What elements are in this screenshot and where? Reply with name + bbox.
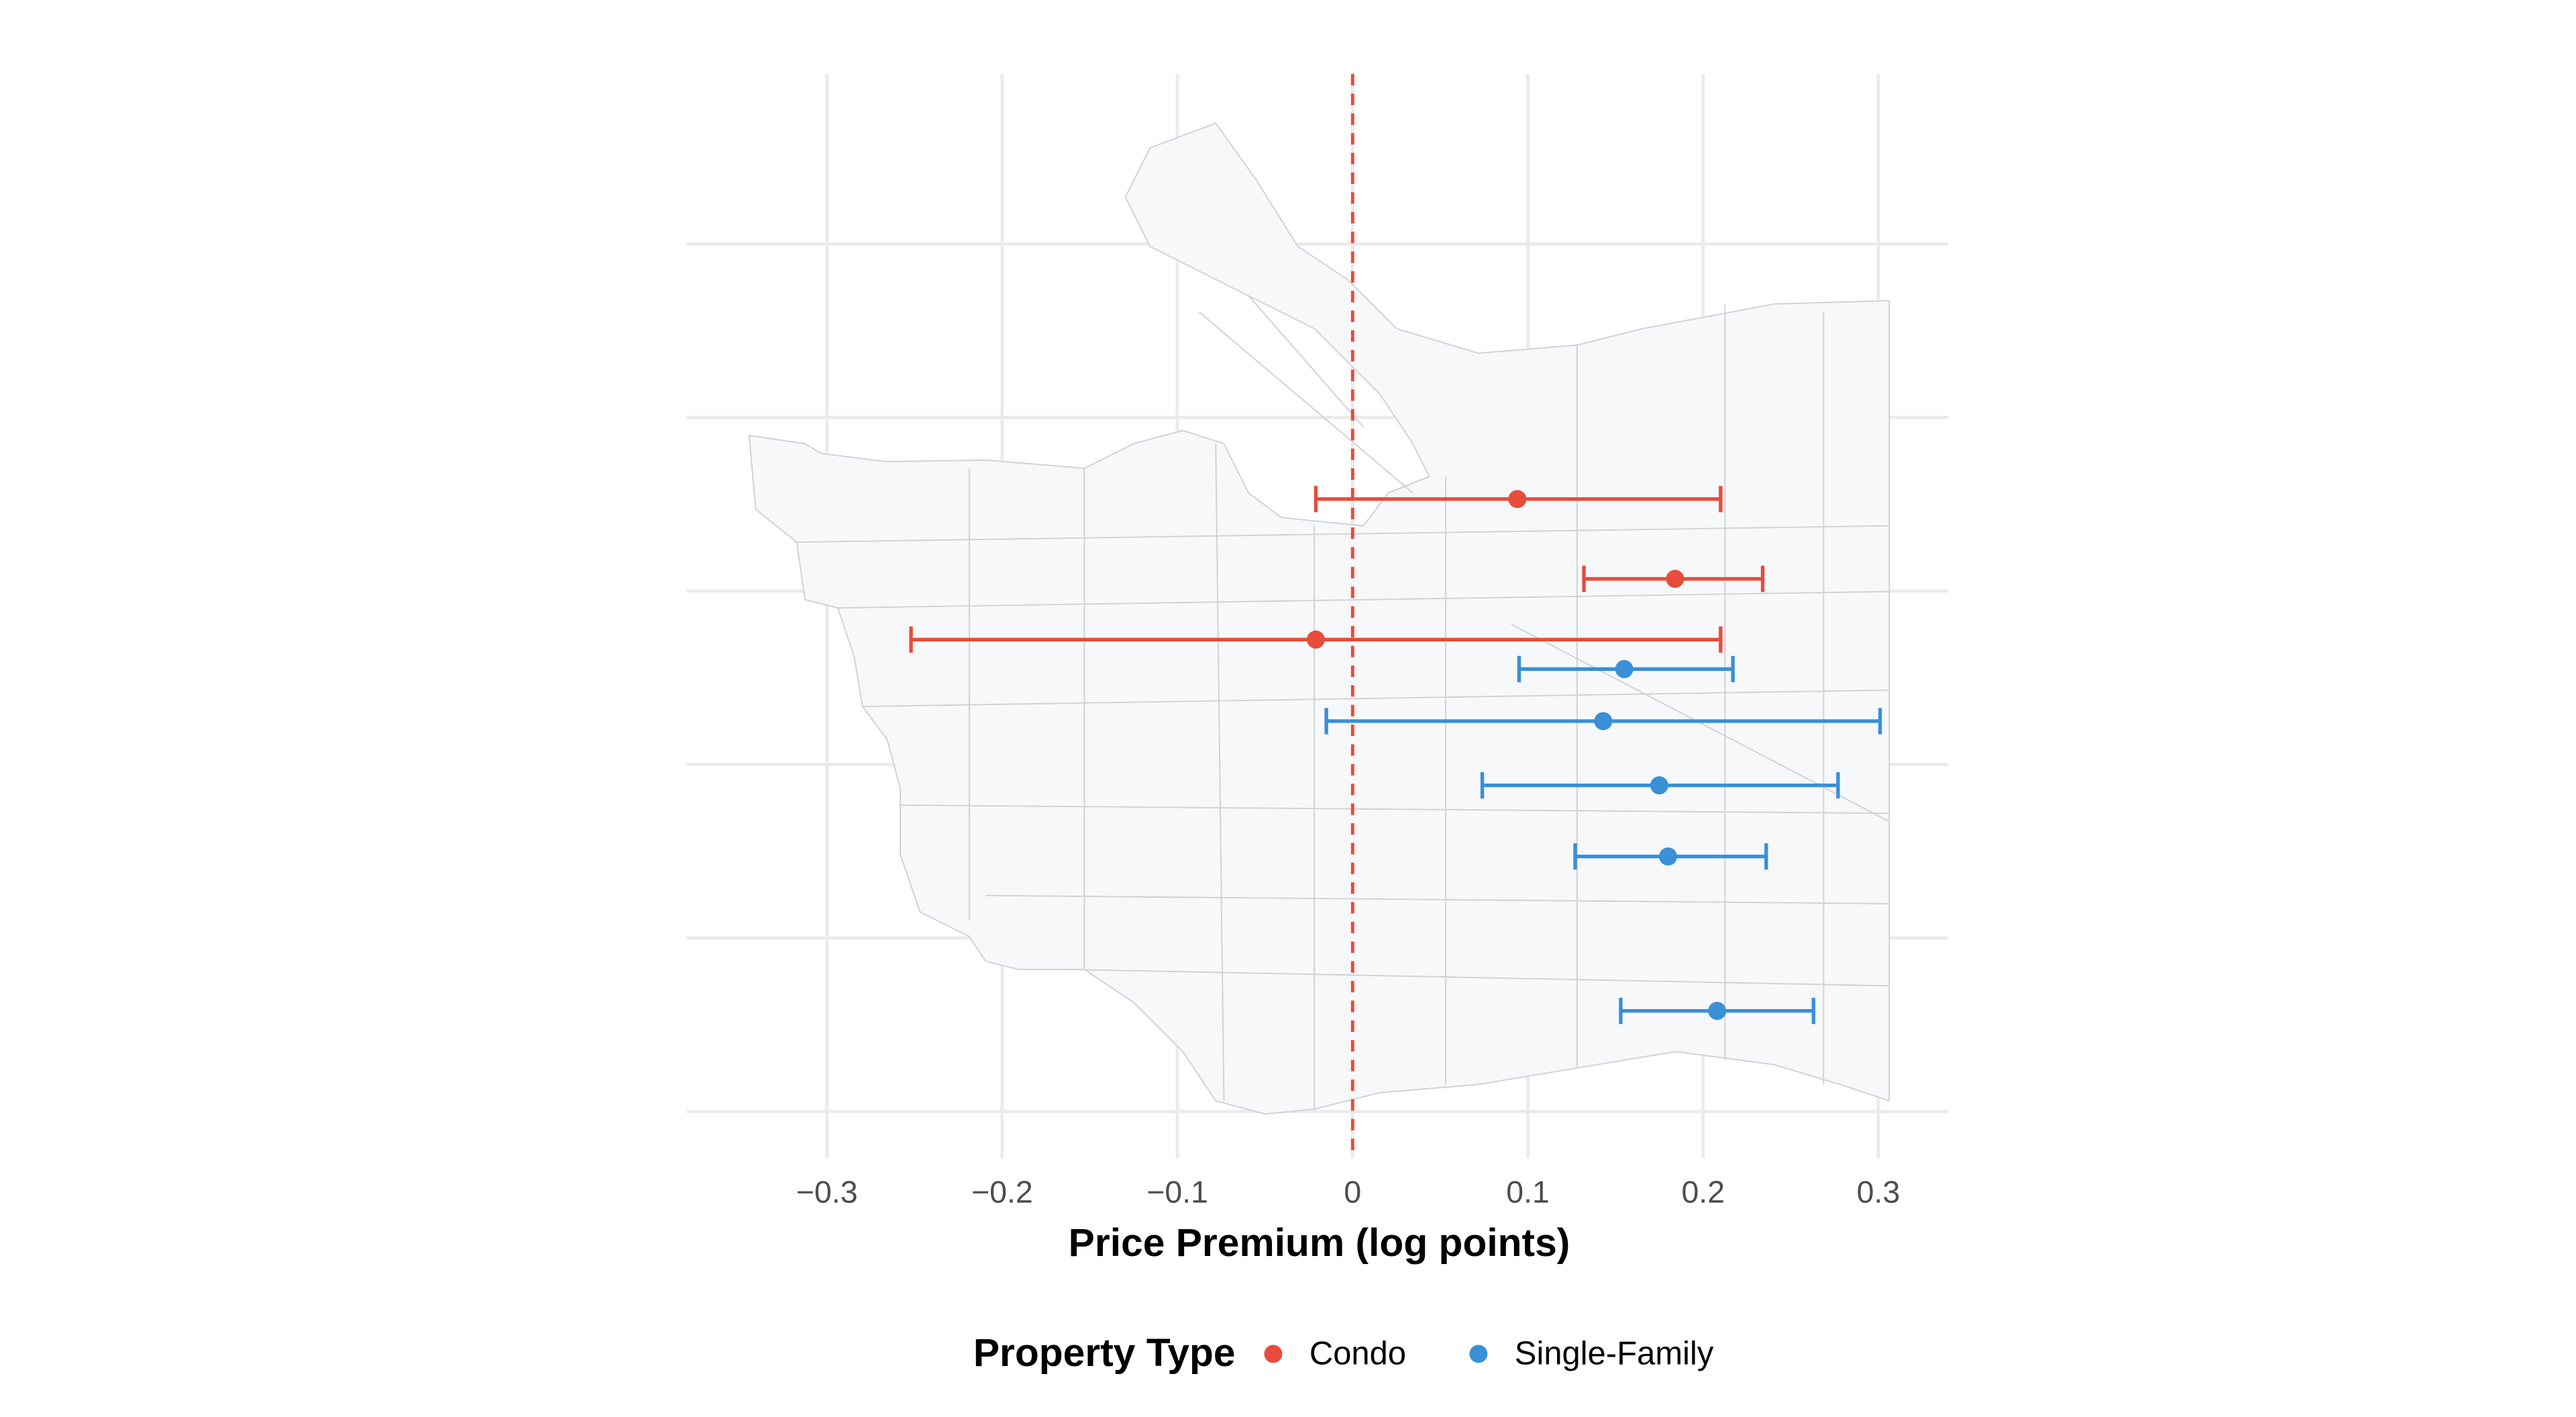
map-streets xyxy=(796,295,1890,1110)
legend-label: Single-Family xyxy=(1515,1335,1714,1371)
point xyxy=(1307,630,1325,649)
legend-swatch xyxy=(1469,1345,1488,1363)
x-tick-label: 0 xyxy=(1344,1175,1361,1210)
legend-title: Property Type xyxy=(973,1331,1236,1375)
x-tick-label: −0.3 xyxy=(796,1175,858,1210)
x-axis-title: Price Premium (log points) xyxy=(1069,1221,1570,1265)
x-tick-label: 0.3 xyxy=(1857,1175,1900,1210)
point xyxy=(1594,712,1613,731)
point xyxy=(1615,660,1633,678)
point xyxy=(1708,1002,1727,1020)
x-tick-label: −0.2 xyxy=(971,1175,1033,1210)
point xyxy=(1659,847,1677,866)
x-tick-label: −0.1 xyxy=(1146,1175,1208,1210)
map-outline xyxy=(748,122,1890,1115)
point xyxy=(1508,490,1527,509)
map-background xyxy=(748,122,1890,1115)
x-tick-label: 0.1 xyxy=(1506,1175,1550,1210)
legend-swatch xyxy=(1264,1345,1283,1363)
point xyxy=(1650,776,1668,794)
legend-label: Condo xyxy=(1309,1335,1406,1371)
legend: Property Type Condo Single-Family xyxy=(973,1331,1714,1375)
point xyxy=(1666,570,1684,588)
x-tick-label: 0.2 xyxy=(1681,1175,1725,1210)
marks xyxy=(909,74,1882,1159)
